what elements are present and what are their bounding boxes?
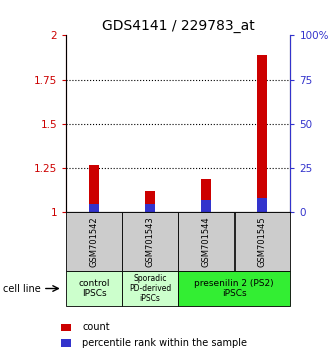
Text: count: count (82, 322, 110, 332)
Text: percentile rank within the sample: percentile rank within the sample (82, 338, 248, 348)
Bar (145, 191, 155, 212)
Bar (145, 204, 155, 212)
Text: GSM701545: GSM701545 (258, 216, 267, 267)
Bar (61, 324, 71, 331)
Bar (66, 212, 122, 271)
Text: control
IPSCs: control IPSCs (78, 279, 110, 298)
Bar (201, 200, 211, 212)
Bar (122, 271, 178, 306)
Text: Sporadic
PD-derived
iPSCs: Sporadic PD-derived iPSCs (129, 274, 171, 303)
Text: GSM701542: GSM701542 (89, 216, 99, 267)
Bar (61, 339, 71, 347)
Bar (179, 271, 290, 306)
Text: presenilin 2 (PS2)
iPSCs: presenilin 2 (PS2) iPSCs (194, 279, 274, 298)
Bar (179, 212, 234, 271)
Title: GDS4141 / 229783_at: GDS4141 / 229783_at (102, 19, 254, 33)
Text: GSM701543: GSM701543 (146, 216, 155, 267)
Bar (89, 204, 99, 212)
Bar (235, 212, 290, 271)
Bar (122, 212, 178, 271)
Bar (201, 179, 211, 212)
Bar (89, 165, 99, 212)
Text: cell line: cell line (3, 284, 41, 293)
Bar (257, 55, 267, 212)
Bar (257, 198, 267, 212)
Bar (66, 271, 122, 306)
Text: GSM701544: GSM701544 (202, 216, 211, 267)
